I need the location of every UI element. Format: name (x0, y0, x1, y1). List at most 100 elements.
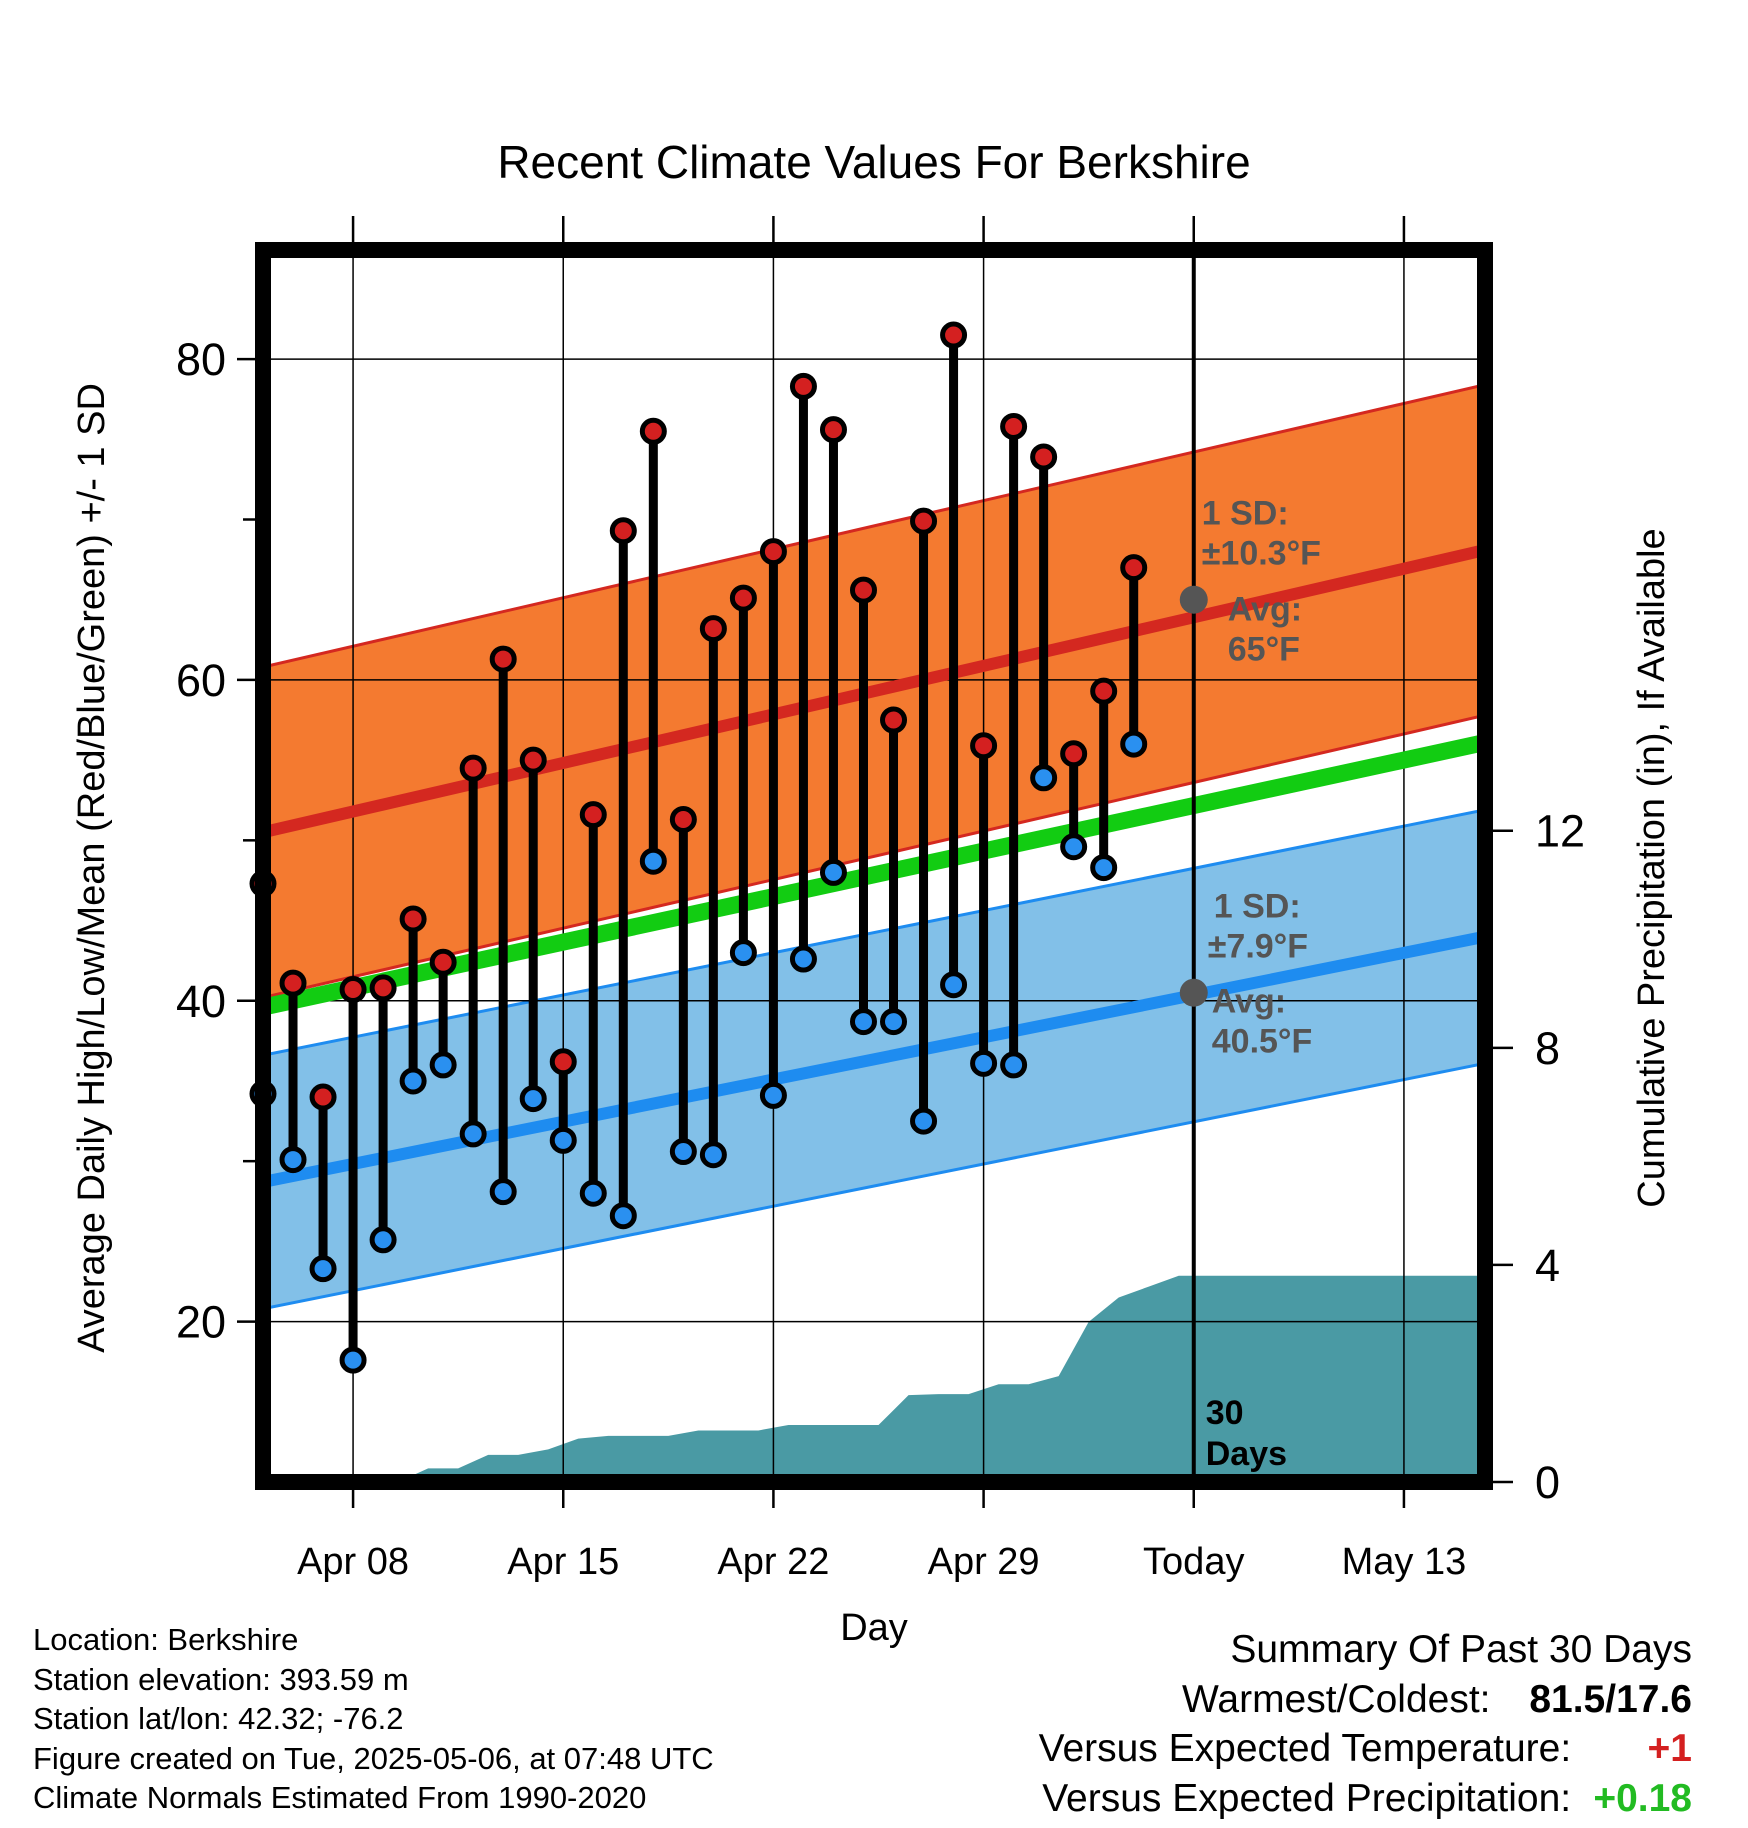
low-avg-label: Avg: (1212, 983, 1286, 1021)
high-avg-value: 65°F (1228, 631, 1300, 669)
daily-low-point (609, 1202, 637, 1230)
daily-low-point (429, 1051, 457, 1079)
daily-high-point (970, 732, 998, 760)
high-sd-value: ±10.3°F (1202, 535, 1321, 573)
daily-high-point (609, 517, 637, 545)
low-sd-value: ±7.9°F (1208, 928, 1308, 966)
daily-high-point (1060, 740, 1088, 768)
x-tick-label: Apr 22 (717, 1541, 829, 1583)
normal-low-lower-edge (263, 1061, 1485, 1311)
daily-low-point (819, 858, 847, 886)
precip-area (263, 1275, 1485, 1482)
normal-low-upper-edge (263, 808, 1485, 1057)
summary-temp: Versus Expected Temperature: +1 (792, 1724, 1692, 1774)
daily-high-point (429, 948, 457, 976)
y-tick-label: 40 (176, 976, 226, 1027)
location-text: Location: Berkshire (33, 1622, 299, 1657)
daily-low-point (910, 1107, 938, 1135)
daily-low-point (279, 1146, 307, 1174)
chart-title: Recent Climate Values For Berkshire (497, 136, 1250, 188)
daily-low-point (789, 945, 817, 973)
daily-high-point (1000, 412, 1028, 440)
y2-tick-label: 8 (1535, 1023, 1560, 1074)
daily-high-point (669, 805, 697, 833)
daily-low-point (399, 1067, 427, 1095)
normals-text: Climate Normals Estimated From 1990-2020 (33, 1780, 647, 1815)
daily-low-point (489, 1178, 517, 1206)
daily-high-point (369, 974, 397, 1002)
daily-low-point (970, 1049, 998, 1077)
x-tick-label: May 13 (1342, 1541, 1467, 1583)
daily-low-point (459, 1120, 487, 1148)
daily-high-point (639, 417, 667, 445)
temp-value: +1 (1647, 1727, 1692, 1770)
summary-warm-cold: Warmest/Coldest: 81.5/17.6 (792, 1675, 1692, 1725)
latlon-text: Station lat/lon: 42.32; -76.2 (33, 1701, 404, 1736)
daily-low-point (519, 1085, 547, 1113)
daily-high-point (789, 372, 817, 400)
elevation-text: Station elevation: 393.59 m (33, 1661, 409, 1697)
daily-low-point (1090, 854, 1118, 882)
daily-high-point (459, 754, 487, 782)
x-tick-label: Apr 29 (928, 1541, 1040, 1583)
y-tick-label: 80 (176, 334, 226, 385)
daily-high-point (489, 645, 517, 673)
daily-low-point (849, 1008, 877, 1036)
y-axis-label: Average Daily High/Low/Mean (Red/Blue/Gr… (71, 383, 113, 1353)
daily-high-point (940, 321, 968, 349)
daily-high-point (849, 576, 877, 604)
daily-high-point (1120, 554, 1148, 582)
daily-high-point (819, 416, 847, 444)
daily-low-point (339, 1346, 367, 1374)
daily-high-point (1030, 443, 1058, 471)
high-avg-marker (1179, 585, 1208, 614)
station-info: Location: Berkshire Station elevation: 3… (33, 1620, 853, 1818)
daily-low-point (940, 971, 968, 999)
daily-low-point (880, 1008, 908, 1036)
daily-high-point (699, 615, 727, 643)
y2-tick-label: 12 (1535, 806, 1585, 857)
daily-low-point (639, 847, 667, 875)
daily-high-point (279, 969, 307, 997)
precip-value: +0.18 (1593, 1776, 1692, 1820)
days-label-number: 30 (1206, 1394, 1244, 1432)
y2-tick-label: 4 (1535, 1240, 1560, 1291)
days-label-text: Days (1206, 1435, 1287, 1473)
y2-axis-label: Cumulative Precipitation (in), If Availa… (1631, 528, 1673, 1207)
daily-high-point (910, 507, 938, 535)
daily-high-point (1090, 677, 1118, 705)
warm-cold-value: 81.5/17.6 (1529, 1677, 1692, 1721)
daily-high-point (339, 976, 367, 1004)
daily-low-point (699, 1141, 727, 1169)
created-text: Figure created on Tue, 2025-05-06, at 07… (33, 1740, 714, 1776)
summary-precip: Versus Expected Precipitation: +0.18 (792, 1774, 1692, 1824)
x-tick-label: Apr 15 (507, 1541, 619, 1583)
daily-low-point (669, 1138, 697, 1166)
daily-high-point (519, 746, 547, 774)
daily-low-point (579, 1179, 607, 1207)
warm-cold-label: Warmest/Coldest: (1182, 1677, 1491, 1721)
daily-low-point (549, 1126, 577, 1154)
high-avg-label: Avg: (1228, 591, 1302, 629)
y2-tick-label: 0 (1535, 1457, 1560, 1508)
plot-area (263, 250, 1485, 1482)
x-tick-label: Apr 08 (297, 1541, 409, 1583)
daily-high-point (880, 706, 908, 734)
y-tick-label: 60 (176, 655, 226, 706)
normal-high-lower-edge (263, 713, 1485, 1000)
normal-high-line (263, 544, 1485, 839)
daily-low-point (1120, 730, 1148, 758)
daily-high-point (579, 801, 607, 829)
x-tick-label: Today (1143, 1541, 1244, 1583)
normal-high-upper-edge (263, 383, 1485, 669)
daily-low-point (759, 1081, 787, 1109)
daily-low-point (369, 1226, 397, 1254)
precip-label: Versus Expected Precipitation: (1042, 1776, 1572, 1820)
temp-label: Versus Expected Temperature: (1038, 1727, 1572, 1770)
y-tick-label: 20 (176, 1297, 226, 1348)
daily-high-point (399, 905, 427, 933)
low-sd-label: 1 SD: (1214, 888, 1301, 926)
normal-mean-line (263, 734, 1485, 1016)
daily-low-point (1060, 833, 1088, 861)
